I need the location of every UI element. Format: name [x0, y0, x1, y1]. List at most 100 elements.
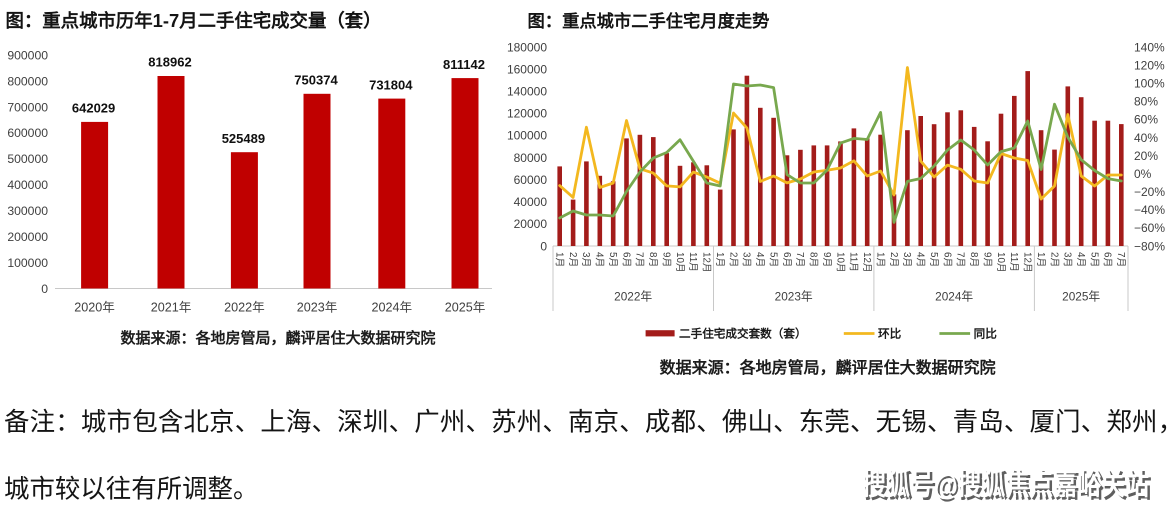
svg-text:6月: 6月	[620, 252, 632, 267]
svg-text:11月: 11月	[848, 252, 860, 272]
svg-text:11月: 11月	[1008, 252, 1020, 272]
svg-text:同比: 同比	[974, 327, 998, 341]
svg-text:10月: 10月	[834, 252, 846, 273]
svg-text:818962: 818962	[148, 55, 191, 70]
svg-text:100000: 100000	[507, 129, 547, 143]
svg-text:80%: 80%	[1134, 95, 1158, 109]
svg-text:备注：城市包含北京、上海、深圳、广州、苏州、南京、成都、佛山: 备注：城市包含北京、上海、深圳、广州、苏州、南京、成都、佛山、东莞、无锡、青岛、…	[4, 409, 1171, 437]
svg-text:7月: 7月	[955, 252, 967, 267]
svg-text:数据来源：各地房管局，麟评居住大数据研究院: 数据来源：各地房管局，麟评居住大数据研究院	[660, 358, 996, 377]
svg-text:500000: 500000	[7, 152, 48, 166]
svg-text:300000: 300000	[7, 204, 48, 218]
svg-text:5月: 5月	[928, 252, 940, 267]
svg-text:140%: 140%	[1134, 40, 1165, 54]
svg-text:3月: 3月	[580, 252, 592, 267]
svg-text:9月: 9月	[821, 252, 833, 267]
svg-text:7月: 7月	[1115, 252, 1127, 267]
svg-text:160000: 160000	[507, 62, 547, 76]
svg-text:0: 0	[540, 239, 547, 253]
svg-text:8月: 8月	[968, 252, 980, 267]
svg-text:750374: 750374	[294, 73, 338, 88]
svg-text:7月: 7月	[634, 252, 646, 267]
svg-text:12月: 12月	[1022, 252, 1034, 273]
svg-text:1月: 1月	[874, 252, 886, 267]
svg-text:5月: 5月	[767, 252, 779, 267]
svg-text:6月: 6月	[781, 252, 793, 267]
svg-text:环比: 环比	[878, 327, 902, 341]
svg-text:2月: 2月	[727, 252, 739, 267]
svg-text:图：重点城市二手住宅月度走势: 图：重点城市二手住宅月度走势	[528, 11, 770, 31]
svg-text:2025年: 2025年	[1062, 290, 1100, 304]
svg-text:600000: 600000	[7, 126, 48, 140]
svg-text:8月: 8月	[808, 252, 820, 267]
svg-text:2023年: 2023年	[297, 301, 338, 315]
svg-text:100%: 100%	[1134, 77, 1165, 91]
svg-text:811142: 811142	[443, 57, 485, 72]
svg-text:525489: 525489	[222, 131, 265, 146]
svg-text:900000: 900000	[7, 48, 48, 62]
svg-text:2022年: 2022年	[224, 301, 265, 315]
svg-text:8月: 8月	[647, 252, 659, 267]
svg-text:60000: 60000	[514, 173, 548, 187]
svg-text:731804: 731804	[369, 77, 413, 92]
svg-text:9月: 9月	[661, 252, 673, 267]
svg-text:100000: 100000	[7, 256, 48, 270]
svg-text:9月: 9月	[981, 252, 993, 267]
svg-text:−40%: −40%	[1134, 203, 1165, 217]
svg-text:0%: 0%	[1134, 167, 1152, 181]
svg-text:搜狐号@搜狐焦点嘉峪关站: 搜狐号@搜狐焦点嘉峪关站	[865, 470, 1152, 504]
svg-text:−20%: −20%	[1134, 185, 1165, 199]
svg-text:10月: 10月	[995, 252, 1007, 273]
svg-text:3月: 3月	[741, 252, 753, 267]
svg-text:12月: 12月	[701, 252, 713, 273]
svg-text:4月: 4月	[915, 252, 927, 267]
svg-text:−60%: −60%	[1134, 221, 1165, 235]
svg-text:20%: 20%	[1134, 149, 1158, 163]
svg-text:642029: 642029	[72, 101, 115, 116]
svg-text:6月: 6月	[1102, 252, 1114, 267]
svg-text:2月: 2月	[1048, 252, 1060, 267]
svg-text:1月: 1月	[1035, 252, 1047, 267]
svg-text:搜狐号@搜狐焦点嘉峪关站: 搜狐号@搜狐焦点嘉峪关站	[862, 468, 1149, 502]
svg-text:4月: 4月	[594, 252, 606, 267]
svg-text:400000: 400000	[7, 178, 48, 192]
svg-text:−80%: −80%	[1134, 239, 1165, 253]
svg-text:5月: 5月	[607, 252, 619, 267]
svg-text:40000: 40000	[514, 195, 548, 209]
svg-text:1月: 1月	[714, 252, 726, 267]
svg-text:700000: 700000	[7, 100, 48, 114]
svg-text:数据来源：各地房管局，麟评居住大数据研究院: 数据来源：各地房管局，麟评居住大数据研究院	[120, 329, 435, 347]
svg-text:12月: 12月	[861, 252, 873, 273]
svg-text:7月: 7月	[794, 252, 806, 267]
svg-text:200000: 200000	[7, 230, 48, 244]
svg-text:3月: 3月	[1062, 252, 1074, 267]
svg-text:80000: 80000	[514, 151, 548, 165]
svg-text:2024年: 2024年	[371, 301, 412, 315]
svg-text:2021年: 2021年	[151, 301, 192, 315]
svg-text:二手住宅成交套数（套）: 二手住宅成交套数（套）	[679, 327, 807, 341]
svg-text:180000: 180000	[507, 40, 547, 54]
svg-text:6月: 6月	[941, 252, 953, 267]
svg-text:2023年: 2023年	[775, 290, 813, 304]
svg-text:2020年: 2020年	[74, 301, 115, 315]
svg-text:2月: 2月	[888, 252, 900, 267]
svg-text:1月: 1月	[554, 252, 566, 267]
svg-text:4月: 4月	[754, 252, 766, 267]
svg-text:2月: 2月	[567, 252, 579, 267]
svg-text:10月: 10月	[674, 252, 686, 273]
svg-text:120%: 120%	[1134, 58, 1165, 72]
svg-text:5月: 5月	[1088, 252, 1100, 267]
svg-text:11月: 11月	[687, 252, 699, 272]
svg-text:2022年: 2022年	[614, 290, 652, 304]
svg-text:140000: 140000	[507, 85, 547, 99]
svg-text:2025年: 2025年	[445, 301, 486, 315]
svg-text:800000: 800000	[7, 74, 48, 88]
svg-text:120000: 120000	[507, 107, 547, 121]
svg-text:60%: 60%	[1134, 113, 1158, 127]
svg-text:城市较以往有所调整。: 城市较以往有所调整。	[4, 476, 258, 504]
svg-text:4月: 4月	[1075, 252, 1087, 267]
svg-text:40%: 40%	[1134, 131, 1158, 145]
svg-text:2024年: 2024年	[935, 290, 973, 304]
svg-text:3月: 3月	[901, 252, 913, 267]
svg-text:0: 0	[41, 282, 48, 296]
